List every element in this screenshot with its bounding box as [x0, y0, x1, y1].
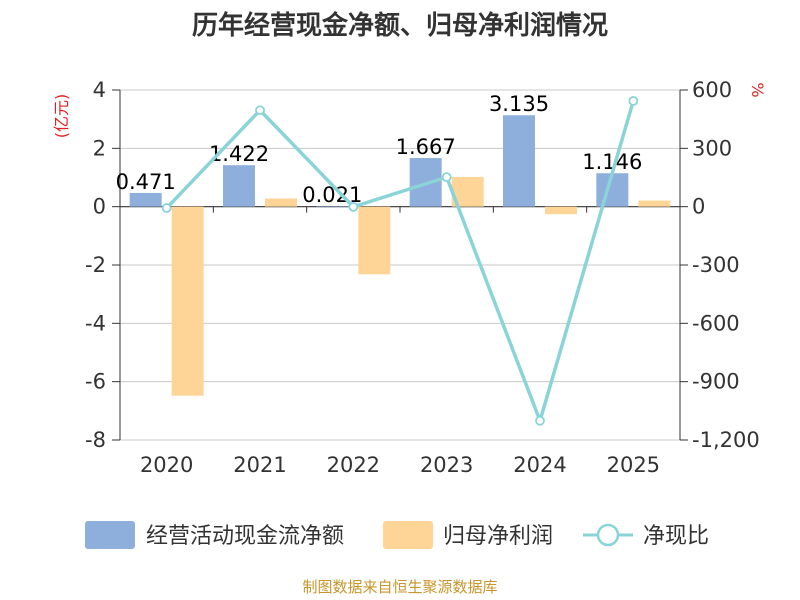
ratio-point [628, 95, 639, 106]
cashflow-data-label: 1.667 [396, 135, 456, 159]
bar-net-profit [545, 206, 577, 215]
ratio-point [441, 172, 452, 183]
legend-marker-ratio [596, 523, 620, 547]
right-tick-label: 300 [692, 136, 732, 160]
right-tick-label: 0 [692, 195, 705, 219]
x-tick-label: 2020 [140, 453, 193, 477]
right-tick-label: -900 [692, 370, 740, 394]
left-tick-label: -2 [85, 253, 106, 277]
bar-net-profit [171, 206, 204, 396]
legend-label-net-profit: 归母净利润 [443, 524, 553, 549]
x-tick-label: 2022 [327, 453, 380, 477]
legend-label-cashflow: 经营活动现金流净额 [146, 524, 344, 549]
bar-cashflow [223, 165, 255, 207]
ratio-line [161, 95, 639, 426]
left-axis-unit: (亿元) [52, 94, 71, 139]
legend-swatch-cashflow [85, 521, 135, 549]
bar-cashflow [503, 115, 535, 207]
left-tick-label: 0 [93, 195, 106, 219]
legend-swatch-net-profit [383, 521, 433, 549]
bar-cashflow [129, 192, 162, 207]
right-axis-unit: % [748, 82, 767, 97]
bar-net-profit [358, 206, 391, 275]
bar-net-profit [265, 198, 297, 207]
cashflow-data-label: 0.471 [116, 170, 176, 194]
ratio-point [161, 203, 172, 213]
left-tick-label: -4 [85, 311, 106, 335]
legend: 经营活动现金流净额 归母净利润 净现比 [85, 521, 709, 549]
x-tick-label: 2023 [420, 453, 473, 477]
left-tick-label: 2 [93, 136, 106, 160]
left-tick-label: -8 [85, 428, 106, 452]
source-note: 制图数据来自恒生聚源数据库 [302, 578, 497, 596]
ratio-point [348, 201, 359, 212]
bar-net-profit [638, 200, 671, 207]
left-tick-label: 4 [93, 78, 106, 102]
chart-title: 历年经营现金净额、归母净利润情况 [192, 10, 608, 41]
right-tick-label: 600 [692, 78, 732, 102]
ratio-point [255, 105, 265, 116]
right-tick-label: -600 [692, 311, 740, 335]
cashflow-data-label: 3.135 [489, 92, 549, 116]
x-tick-label: 2025 [607, 453, 660, 477]
x-tick-label: 2021 [233, 453, 286, 477]
ratio-point [535, 415, 545, 426]
bar-cashflow [316, 206, 349, 207]
axes: (亿元) % -8 -6 -4 -2 0 2 4 -1,200 -900 -600 -300 0 300… [52, 78, 767, 477]
right-tick-label: -1,200 [692, 428, 760, 452]
x-tick-label: 2024 [513, 453, 566, 477]
legend-label-ratio: 净现比 [643, 524, 709, 549]
left-tick-label: -6 [85, 370, 106, 394]
grid [120, 89, 680, 441]
ratio-line-path [165, 100, 636, 423]
right-tick-label: -300 [692, 253, 740, 277]
